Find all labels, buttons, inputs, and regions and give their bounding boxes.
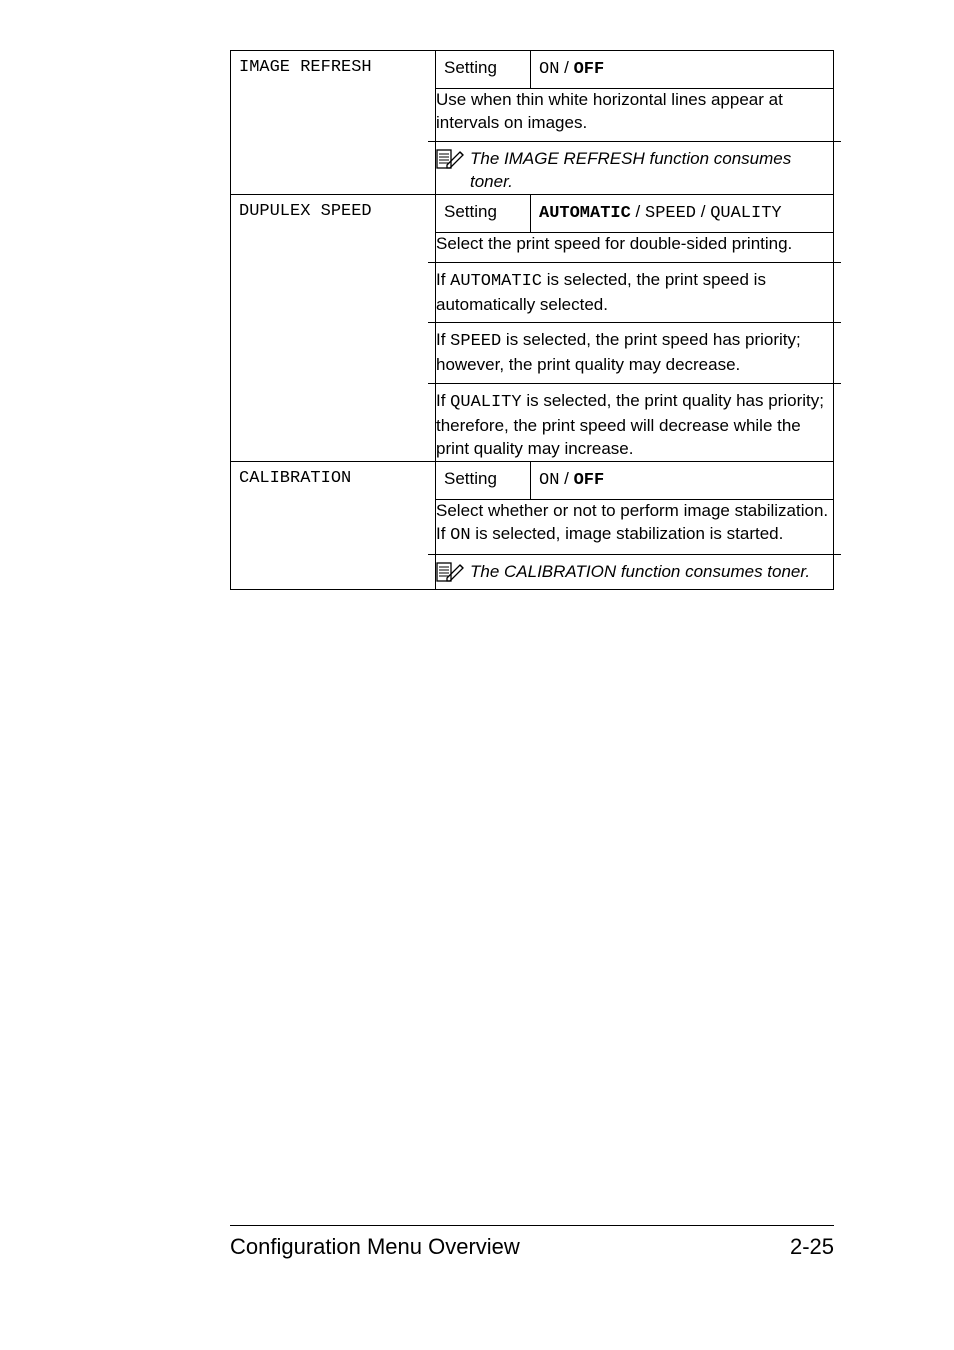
body-subtable: Use when thin white horizontal lines app… [428, 83, 841, 200]
text-run: / [696, 202, 710, 221]
text-run: If [436, 391, 450, 410]
row-body: Use when thin white horizontal lines app… [436, 88, 834, 194]
text-run: OFF [574, 471, 605, 490]
text-run: ON [450, 526, 470, 545]
note-text: The IMAGE REFRESH function consumes tone… [470, 148, 833, 194]
paragraph: If AUTOMATIC is selected, the print spee… [436, 269, 833, 317]
text-run: OFF [574, 60, 605, 79]
body-cell: The CALIBRATION function consumes toner. [428, 554, 841, 594]
row-body: Select whether or not to perform image s… [436, 500, 834, 590]
row-key: IMAGE REFRESH [231, 51, 436, 195]
text-run: ON [539, 471, 559, 490]
note-line: The CALIBRATION function consumes toner. [436, 561, 833, 589]
text-run: AUTOMATIC [539, 204, 631, 223]
paragraph: Select whether or not to perform image s… [436, 500, 833, 548]
body-cell: Select the print speed for double-sided … [428, 227, 841, 262]
spec-table: IMAGE REFRESHSettingON / OFFUse when thi… [230, 50, 834, 590]
text-run: / [559, 58, 573, 77]
row-body: Select the print speed for double-sided … [436, 232, 834, 462]
note-icon [436, 149, 464, 176]
text-run: SPEED [450, 332, 501, 351]
text-run: QUALITY [450, 393, 521, 412]
spec-table-body: IMAGE REFRESHSettingON / OFFUse when thi… [231, 51, 834, 590]
row-key: CALIBRATION [231, 462, 436, 590]
text-run: If [436, 330, 450, 349]
text-run: If [436, 270, 450, 289]
text-run: / [559, 469, 573, 488]
note-text: The CALIBRATION function consumes toner. [470, 561, 810, 584]
paragraph: If QUALITY is selected, the print qualit… [436, 390, 833, 461]
paragraph: If SPEED is selected, the print speed ha… [436, 329, 833, 377]
note-icon [436, 562, 464, 589]
page-footer: Configuration Menu Overview 2-25 [230, 1225, 834, 1260]
text-run: is selected, image stabilization is star… [471, 524, 784, 543]
paragraph: Select the print speed for double-sided … [436, 233, 833, 256]
body-cell: Select whether or not to perform image s… [428, 494, 841, 554]
text-run: / [631, 202, 645, 221]
footer-left: Configuration Menu Overview [230, 1234, 520, 1260]
body-cell: If AUTOMATIC is selected, the print spee… [428, 262, 841, 323]
note-line: The IMAGE REFRESH function consumes tone… [436, 148, 833, 194]
row-key: DUPULEX SPEED [231, 194, 436, 461]
text-run: SPEED [645, 204, 696, 223]
footer-right: 2-25 [790, 1234, 834, 1260]
paragraph: Use when thin white horizontal lines app… [436, 89, 833, 135]
page: IMAGE REFRESHSettingON / OFFUse when thi… [0, 0, 954, 1350]
body-cell: The IMAGE REFRESH function consumes tone… [428, 141, 841, 199]
body-subtable: Select whether or not to perform image s… [428, 494, 841, 595]
body-subtable: Select the print speed for double-sided … [428, 227, 841, 468]
body-cell: Use when thin white horizontal lines app… [428, 83, 841, 141]
body-cell: If QUALITY is selected, the print qualit… [428, 384, 841, 467]
body-cell: If SPEED is selected, the print speed ha… [428, 323, 841, 384]
text-run: QUALITY [710, 204, 781, 223]
text-run: ON [539, 60, 559, 79]
text-run: AUTOMATIC [450, 272, 542, 291]
